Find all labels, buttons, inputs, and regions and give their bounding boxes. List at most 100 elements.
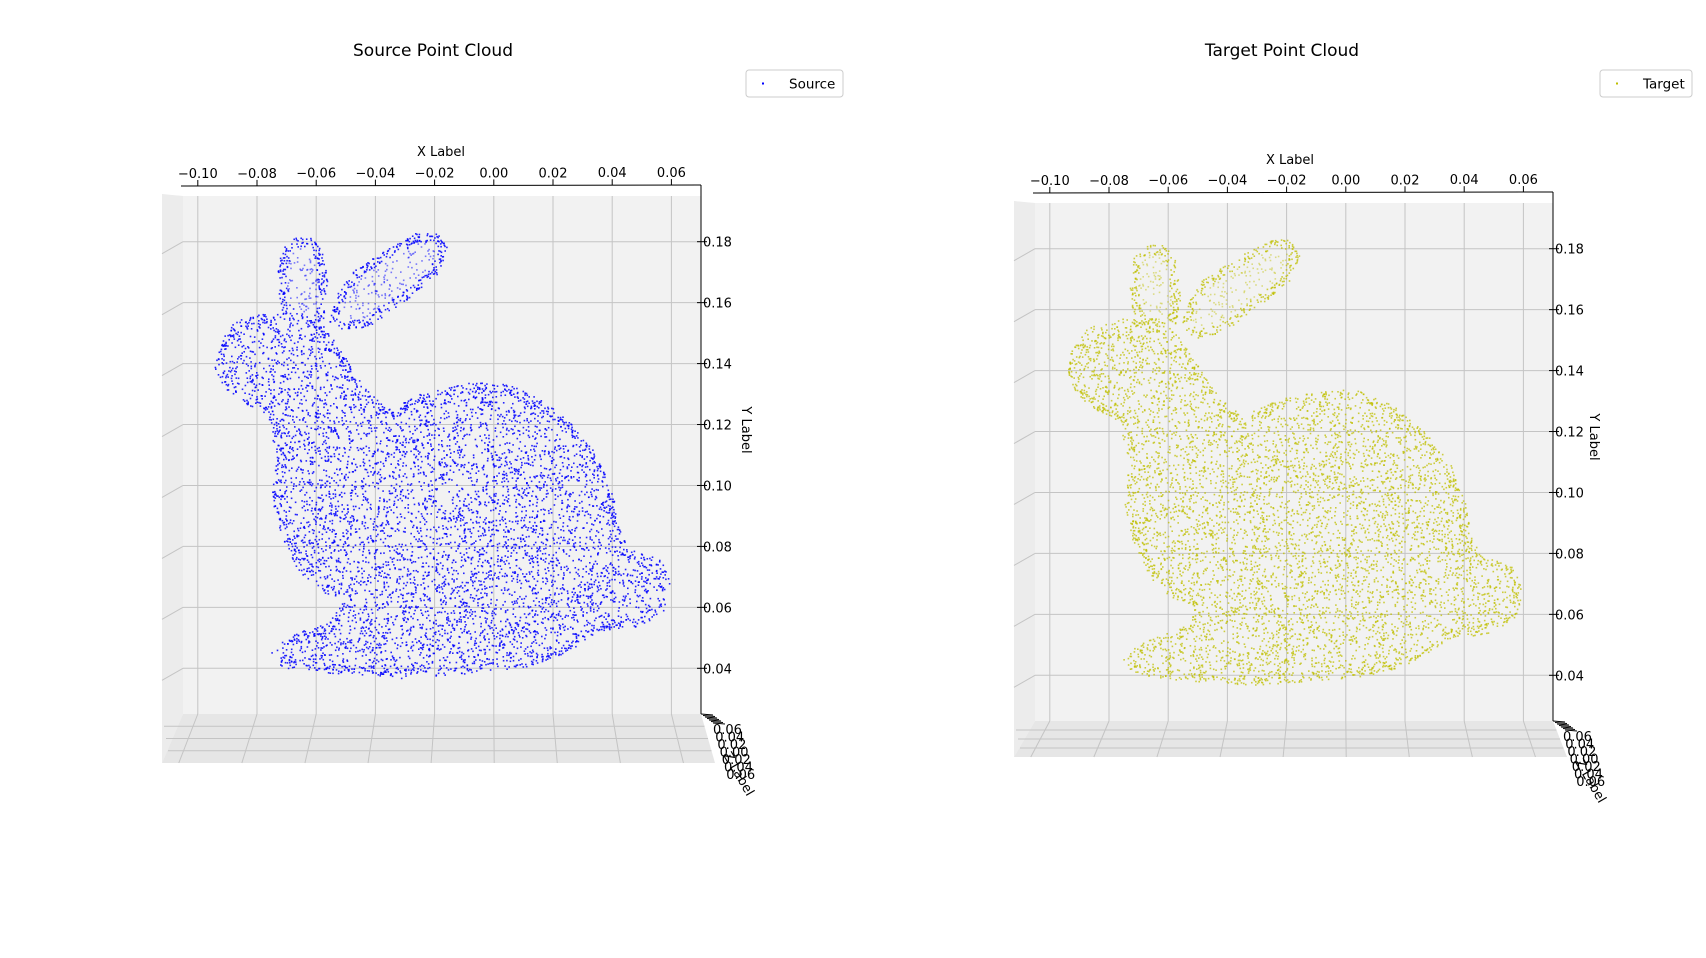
x-tick-label: −0.06 [296,167,336,182]
z-tick-label: 0.06 [1576,775,1605,790]
y-tick-label: 0.14 [703,358,732,373]
x-tick-label: −0.08 [237,167,277,182]
z-tick [704,716,718,719]
z-tick [1562,728,1576,730]
z-tick [1552,720,1566,723]
left-gridline [1013,370,1036,384]
legend: Source [745,69,844,98]
x-axis-label: X Label [417,145,465,160]
x-tick-label: 0.06 [1509,173,1538,188]
left-gridline [161,606,184,620]
left-gridline [1013,248,1036,262]
z-tick [708,719,722,722]
left-gridline [161,545,184,559]
z-tick-label: 0.06 [726,768,755,783]
z-tick-label: 0.02 [722,753,751,768]
legend-entry: Target [1642,77,1685,93]
z-tick [1558,725,1572,727]
z-tick [710,721,724,723]
legend-entry: Source [789,77,835,93]
left-gridline [1013,492,1036,505]
series-source-points [214,233,671,680]
z-tick [1556,723,1570,726]
left-gridline [161,241,184,255]
x-tick-label: −0.10 [1030,174,1070,189]
y-tick-label: 0.10 [1555,486,1584,501]
z-tick [712,722,726,725]
x-tick-label: 0.02 [539,166,568,181]
legend: Target [1599,69,1693,98]
left-gridline [1013,309,1036,323]
z-tick-label: 0.04 [1565,738,1594,753]
y-tick-label: 0.12 [703,419,732,434]
y-tick-label: 0.08 [1555,547,1584,562]
z-tick-label: 0.00 [720,746,749,761]
legend-marker [1616,82,1618,85]
left-pane [1014,201,1035,757]
left-pane [162,194,183,763]
y-tick-label: 0.16 [703,297,732,312]
z-tick [1554,722,1568,724]
z-tick [1560,726,1574,729]
z-tick [702,715,716,717]
back-pane [1035,203,1553,721]
x-tick-label: −0.08 [1089,174,1129,189]
y-tick-label: 0.04 [1555,669,1584,684]
left-gridline [161,485,184,498]
x-tick-label: −0.02 [415,167,455,182]
left-gridline [1013,613,1036,627]
y-tick-label: 0.10 [703,479,732,494]
z-tick-label: 0.00 [1570,753,1599,768]
y-axis-label: Y Label [1586,412,1601,460]
series-target-points [1068,239,1522,686]
z-tick-label: 0.04 [1574,768,1603,783]
z-tick-label: 0.06 [1563,730,1592,745]
y-tick-label: 0.12 [1555,426,1584,441]
x-axis-line [1032,191,1554,194]
chart-title: Source Point Cloud [353,41,513,61]
y-tick-label: 0.08 [703,540,732,555]
x-tick-label: 0.00 [1331,173,1360,188]
chart-title: Target Point Cloud [1204,41,1359,61]
z-tick [1564,729,1578,732]
left-gridline [161,363,184,377]
left-gridline [1013,674,1036,688]
legend-box [1599,69,1693,98]
x-tick-label: −0.04 [355,167,395,182]
y-tick-label: 0.14 [1555,365,1584,380]
x-tick-label: 0.04 [1450,173,1479,188]
x-tick-label: 0.02 [1391,173,1420,188]
z-tick-label: 0.04 [724,761,753,776]
x-tick-label: 0.00 [479,166,508,181]
x-tick-label: −0.10 [178,167,218,182]
y-tick-label: 0.04 [703,662,732,677]
y-tick-label: 0.18 [703,236,732,251]
y-tick-label: 0.06 [1555,608,1584,623]
y-axis-label: Y Label [738,405,753,453]
left-gridline [161,667,184,681]
y-tick-label: 0.06 [703,601,732,616]
z-tick-label: 0.04 [715,731,744,746]
x-tick-label: −0.02 [1267,174,1307,189]
x-tick-label: −0.04 [1207,174,1247,189]
y-tick-label: 0.16 [1555,304,1584,319]
legend-box [745,69,844,98]
z-tick [700,713,714,716]
x-tick-label: −0.06 [1148,174,1188,189]
left-gridline [1013,552,1036,566]
z-tick-label: 0.02 [1567,745,1596,760]
left-gridline [161,302,184,316]
z-tick-label: 0.02 [1572,760,1601,775]
legend-marker [762,82,764,85]
x-axis-line [180,184,702,187]
z-tick [706,718,720,720]
x-axis-label: X Label [1266,153,1314,168]
left-gridline [161,424,184,437]
x-tick-label: 0.06 [657,166,686,181]
chart-panel-2: −0.10 −0.08 −0.06 −0.04 −0.02 0.00 0.02 0.04 0.0… [1013,41,1693,806]
left-gridline [1013,431,1036,444]
z-tick-label: 0.02 [717,738,746,753]
chart-panel-1: −0.10 −0.08 −0.06 −0.04 −0.02 0.00 0.02 0.04 0.0… [161,41,844,799]
z-tick-label: 0.06 [713,723,742,738]
